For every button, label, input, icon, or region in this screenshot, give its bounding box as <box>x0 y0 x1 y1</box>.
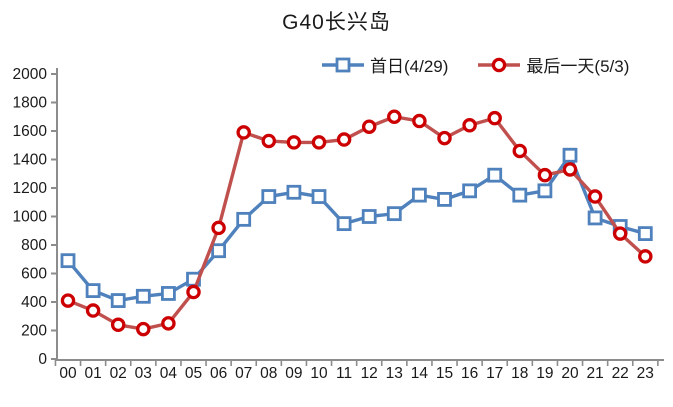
circle-marker-icon <box>361 119 377 134</box>
x-tick-label: 06 <box>210 365 227 382</box>
x-tick-label: 04 <box>160 365 178 382</box>
y-tick-label: 400 <box>21 294 47 311</box>
square-marker-icon <box>411 187 427 203</box>
circle-marker-icon <box>537 167 553 183</box>
square-marker-icon <box>487 167 503 183</box>
circle-marker-icon <box>437 130 452 146</box>
square-marker-icon <box>537 183 553 199</box>
x-tick-label: 13 <box>386 365 403 382</box>
square-marker-icon <box>512 187 528 203</box>
square-marker-icon <box>336 216 352 232</box>
x-tick-label: 21 <box>586 365 603 382</box>
y-tick-label: 800 <box>21 237 47 254</box>
y-tick-label: 0 <box>38 351 47 368</box>
circle-marker-icon <box>512 143 528 159</box>
x-tick-label: 07 <box>235 365 252 382</box>
square-marker-icon <box>160 286 176 301</box>
y-tick-label: 600 <box>21 266 47 283</box>
x-tick-label: 17 <box>486 365 503 382</box>
x-tick-label: 00 <box>59 365 77 382</box>
circle-marker-icon <box>387 109 402 125</box>
circle-marker-icon <box>562 162 578 177</box>
circle-marker-icon <box>211 220 226 236</box>
circle-marker-icon <box>85 303 101 318</box>
x-tick-label: 22 <box>612 365 629 382</box>
square-marker-icon <box>135 288 151 304</box>
x-tick-label: 05 <box>185 365 202 382</box>
chart-title: G40长兴岛 <box>282 11 391 34</box>
square-marker-icon <box>261 189 277 204</box>
circle-marker-icon <box>136 321 151 337</box>
square-marker-icon <box>60 253 76 269</box>
y-tick-label: 1200 <box>13 180 48 197</box>
x-tick-label: 23 <box>637 365 654 382</box>
x-tick-label: 16 <box>461 365 478 382</box>
legend-label-last-day: 最后一天(5/3) <box>526 57 630 76</box>
circle-marker-icon <box>261 133 277 149</box>
circle-marker-icon <box>186 284 201 300</box>
circle-marker-icon <box>612 226 628 241</box>
x-tick-label: 11 <box>336 365 352 382</box>
circle-marker-icon <box>638 249 653 264</box>
circle-marker-icon <box>60 293 76 308</box>
x-tick-label: 09 <box>285 365 302 382</box>
y-tick-label: 2000 <box>13 66 48 83</box>
y-tick-label: 1800 <box>13 95 48 112</box>
series-line-square <box>66 153 647 303</box>
circle-marker-icon <box>161 316 176 331</box>
circle-marker-icon <box>336 132 352 147</box>
square-marker-icon <box>85 283 101 299</box>
circle-marker-icon <box>110 317 126 333</box>
circle-marker-icon <box>462 118 477 133</box>
y-tick-label: 1000 <box>13 209 48 226</box>
x-tick-label: 18 <box>511 365 528 382</box>
square-marker-icon <box>587 210 603 226</box>
legend-item-last-day: 最后一天(5/3) <box>477 52 629 77</box>
square-marker-icon <box>286 184 302 200</box>
circle-marker-icon <box>412 113 427 129</box>
square-marker-icon <box>110 293 126 308</box>
square-marker-icon <box>637 226 653 242</box>
x-tick-label: 08 <box>260 365 277 382</box>
x-tick-label: 12 <box>361 365 378 382</box>
x-tick-label: 20 <box>561 365 579 382</box>
circle-marker-icon <box>311 135 327 150</box>
x-tick-label: 14 <box>411 365 429 382</box>
circle-marker-icon <box>587 189 603 204</box>
x-tick-label: 02 <box>110 365 127 382</box>
legend-item-first-day: 首日(4/29) <box>321 52 448 77</box>
square-marker-icon <box>562 147 578 163</box>
circle-marker-icon <box>487 110 502 126</box>
square-marker-icon <box>311 189 327 204</box>
circle-marker-icon <box>286 135 302 150</box>
y-tick-label: 200 <box>21 323 47 340</box>
legend-circle-marker-icon <box>478 57 521 72</box>
x-tick-label: 15 <box>436 365 453 382</box>
legend: 首日(4/29) 最后一天(5/3) <box>321 52 629 77</box>
square-marker-icon <box>386 206 402 222</box>
y-tick-label: 1600 <box>13 123 48 140</box>
square-marker-icon <box>437 191 452 207</box>
circle-marker-icon <box>236 125 251 140</box>
x-tick-label: 03 <box>135 365 152 382</box>
x-tick-label: 01 <box>84 365 101 382</box>
series-line-circle <box>66 115 647 331</box>
square-marker-icon <box>211 243 227 259</box>
square-marker-icon <box>361 209 377 224</box>
square-marker-icon <box>236 211 252 227</box>
legend-square-marker-icon <box>322 57 364 72</box>
legend-label-first-day: 首日(4/29) <box>370 57 449 76</box>
y-tick-label: 1400 <box>13 152 48 169</box>
x-tick-label: 10 <box>310 365 328 382</box>
x-tick-label: 19 <box>536 365 553 382</box>
square-marker-icon <box>462 183 478 199</box>
